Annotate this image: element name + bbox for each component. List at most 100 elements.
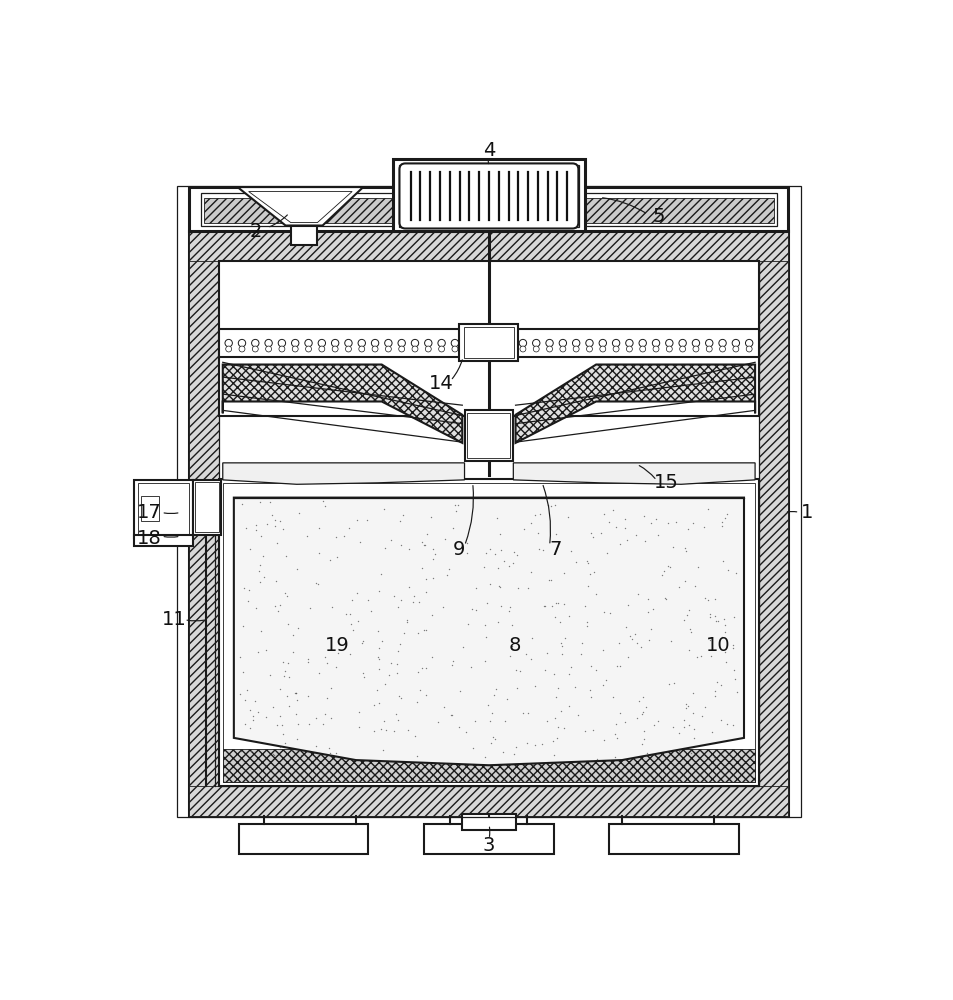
Circle shape	[572, 339, 579, 347]
Point	[550, 719, 565, 735]
Point	[717, 617, 732, 633]
Point	[522, 651, 537, 667]
Point	[659, 515, 675, 531]
Bar	[462, 814, 515, 830]
Point	[390, 599, 405, 615]
Point	[455, 639, 470, 655]
Point	[252, 563, 267, 579]
Point	[390, 656, 405, 672]
Point	[678, 696, 693, 712]
Bar	[464, 410, 513, 461]
Point	[547, 497, 562, 513]
Circle shape	[705, 339, 712, 347]
Point	[250, 644, 265, 660]
Point	[255, 569, 271, 585]
Circle shape	[546, 346, 552, 352]
Point	[684, 685, 700, 701]
Point	[492, 579, 507, 595]
Point	[242, 720, 257, 736]
Point	[663, 633, 679, 649]
Point	[598, 545, 614, 561]
Point	[719, 716, 734, 732]
Point	[498, 691, 514, 707]
Point	[482, 541, 497, 557]
Circle shape	[252, 346, 258, 352]
Point	[549, 730, 564, 746]
Circle shape	[639, 339, 646, 347]
Point	[395, 625, 411, 641]
Point	[548, 689, 563, 705]
Point	[504, 638, 519, 654]
Point	[317, 498, 333, 514]
Point	[330, 645, 345, 661]
Point	[324, 599, 339, 615]
Point	[548, 526, 563, 542]
Point	[609, 730, 624, 746]
Point	[401, 541, 416, 557]
Point	[235, 618, 251, 634]
Point	[684, 705, 700, 721]
Point	[485, 729, 500, 745]
Point	[688, 649, 703, 665]
Point	[416, 622, 431, 638]
Circle shape	[719, 339, 725, 347]
Point	[509, 547, 524, 563]
Point	[596, 506, 611, 522]
Point	[703, 724, 719, 740]
Point	[247, 693, 262, 709]
Point	[535, 736, 550, 752]
Point	[505, 544, 520, 560]
Point	[410, 664, 425, 680]
Point	[547, 710, 562, 726]
Point	[727, 565, 742, 581]
Point	[359, 512, 375, 528]
Point	[243, 743, 258, 759]
Bar	[758, 231, 787, 816]
Circle shape	[384, 339, 392, 347]
Circle shape	[265, 346, 272, 352]
Text: 1: 1	[800, 503, 812, 522]
Point	[481, 713, 497, 729]
Point	[290, 561, 305, 577]
Point	[366, 723, 381, 739]
Point	[288, 685, 303, 701]
Point	[607, 749, 622, 765]
Point	[626, 626, 641, 642]
Point	[549, 680, 564, 696]
Point	[597, 732, 612, 748]
Point	[372, 583, 387, 599]
Point	[316, 706, 332, 722]
Point	[253, 623, 268, 639]
Text: 18: 18	[136, 529, 161, 548]
Circle shape	[625, 339, 633, 347]
Point	[676, 719, 691, 735]
FancyBboxPatch shape	[399, 163, 578, 228]
Point	[567, 679, 582, 695]
Point	[265, 699, 280, 715]
Point	[266, 746, 281, 762]
Text: 11: 11	[162, 610, 187, 629]
Point	[259, 516, 274, 532]
Point	[328, 659, 343, 675]
Point	[405, 594, 420, 610]
Point	[273, 681, 288, 697]
Point	[619, 649, 635, 665]
Point	[629, 710, 644, 726]
Point	[483, 705, 498, 721]
Point	[557, 565, 572, 581]
Point	[233, 649, 248, 665]
Point	[648, 511, 663, 527]
Point	[375, 713, 391, 729]
Bar	[467, 413, 510, 458]
Point	[579, 618, 595, 634]
Point	[596, 604, 611, 620]
Point	[458, 535, 474, 551]
Point	[488, 681, 503, 697]
Point	[604, 689, 619, 705]
Point	[666, 675, 681, 691]
Circle shape	[332, 346, 337, 352]
Point	[413, 682, 428, 698]
Circle shape	[371, 339, 378, 347]
Point	[465, 740, 480, 756]
Point	[547, 609, 562, 625]
